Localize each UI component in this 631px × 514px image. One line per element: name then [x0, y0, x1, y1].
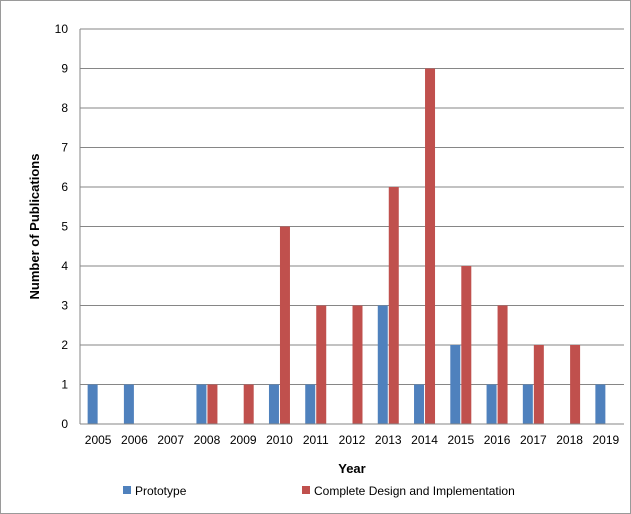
bars: [87, 68, 606, 424]
x-tick-label: 2010: [266, 433, 293, 447]
bar-prototype-2011: [305, 384, 316, 424]
x-tick-label: 2017: [520, 433, 547, 447]
x-tick-labels: 2005 2006 2007 2008 2009 2010 2011 2012 2013 2014…: [85, 433, 620, 447]
y-tick-label: 3: [61, 299, 68, 313]
bar-prototype-2019: [595, 384, 606, 424]
bar-complete-design-2013: [388, 187, 399, 424]
legend-label-complete-design: Complete Design and Implementation: [314, 484, 515, 498]
y-tick-label: 2: [61, 338, 68, 352]
x-tick-label: 2011: [303, 433, 329, 447]
bar-prototype-2008: [196, 384, 207, 424]
bar-prototype-2015: [450, 345, 461, 424]
bar-prototype-2010: [268, 384, 279, 424]
y-tick-label: 0: [61, 417, 68, 431]
bar-complete-design-2017: [533, 345, 544, 424]
y-tick-label: 5: [61, 220, 68, 234]
legend: Prototype Complete Design and Implementat…: [123, 484, 515, 498]
y-tick-label: 4: [61, 259, 68, 273]
bar-complete-design-2010: [279, 226, 290, 424]
bar-complete-design-2018: [570, 345, 581, 424]
bar-prototype-2017: [522, 384, 533, 424]
x-tick-label: 2008: [194, 433, 221, 447]
y-tick-label: 1: [61, 378, 68, 392]
y-axis-title: Number of Publications: [27, 154, 42, 300]
x-tick-label: 2014: [411, 433, 438, 447]
bar-prototype-2005: [87, 384, 98, 424]
bar-complete-design-2015: [461, 266, 472, 424]
y-tick-label: 6: [61, 180, 68, 194]
bar-prototype-2016: [486, 384, 497, 424]
legend-swatch-complete-design: [302, 486, 310, 494]
bar-complete-design-2011: [316, 305, 327, 424]
y-tick-label: 7: [61, 141, 68, 155]
x-tick-label: 2019: [593, 433, 620, 447]
x-axis-title: Year: [338, 461, 365, 476]
y-tick-labels: 0 1 2 3 4 5 6 7 8 9 10: [55, 22, 69, 431]
x-tick-label: 2016: [484, 433, 511, 447]
y-tick-label: 8: [61, 101, 68, 115]
bar-complete-design-2014: [425, 68, 436, 424]
x-tick-label: 2012: [339, 433, 366, 447]
y-tick-label: 10: [55, 22, 69, 36]
bar-complete-design-2009: [243, 384, 254, 424]
bar-prototype-2014: [414, 384, 425, 424]
x-tick-label: 2006: [121, 433, 148, 447]
x-tick-label: 2005: [85, 433, 112, 447]
x-tick-label: 2007: [157, 433, 184, 447]
legend-label-prototype: Prototype: [135, 484, 187, 498]
x-tick-label: 2018: [556, 433, 583, 447]
y-tick-label: 9: [61, 62, 68, 76]
bar-prototype-2006: [123, 384, 134, 424]
legend-swatch-prototype: [123, 486, 131, 494]
x-tick-label: 2015: [447, 433, 474, 447]
bar-complete-design-2012: [352, 305, 363, 424]
x-tick-label: 2009: [230, 433, 257, 447]
bar-complete-design-2016: [497, 305, 508, 424]
gridlines: [80, 28, 624, 385]
bar-prototype-2013: [377, 305, 388, 424]
bar-complete-design-2008: [207, 384, 218, 424]
x-tick-label: 2013: [375, 433, 402, 447]
